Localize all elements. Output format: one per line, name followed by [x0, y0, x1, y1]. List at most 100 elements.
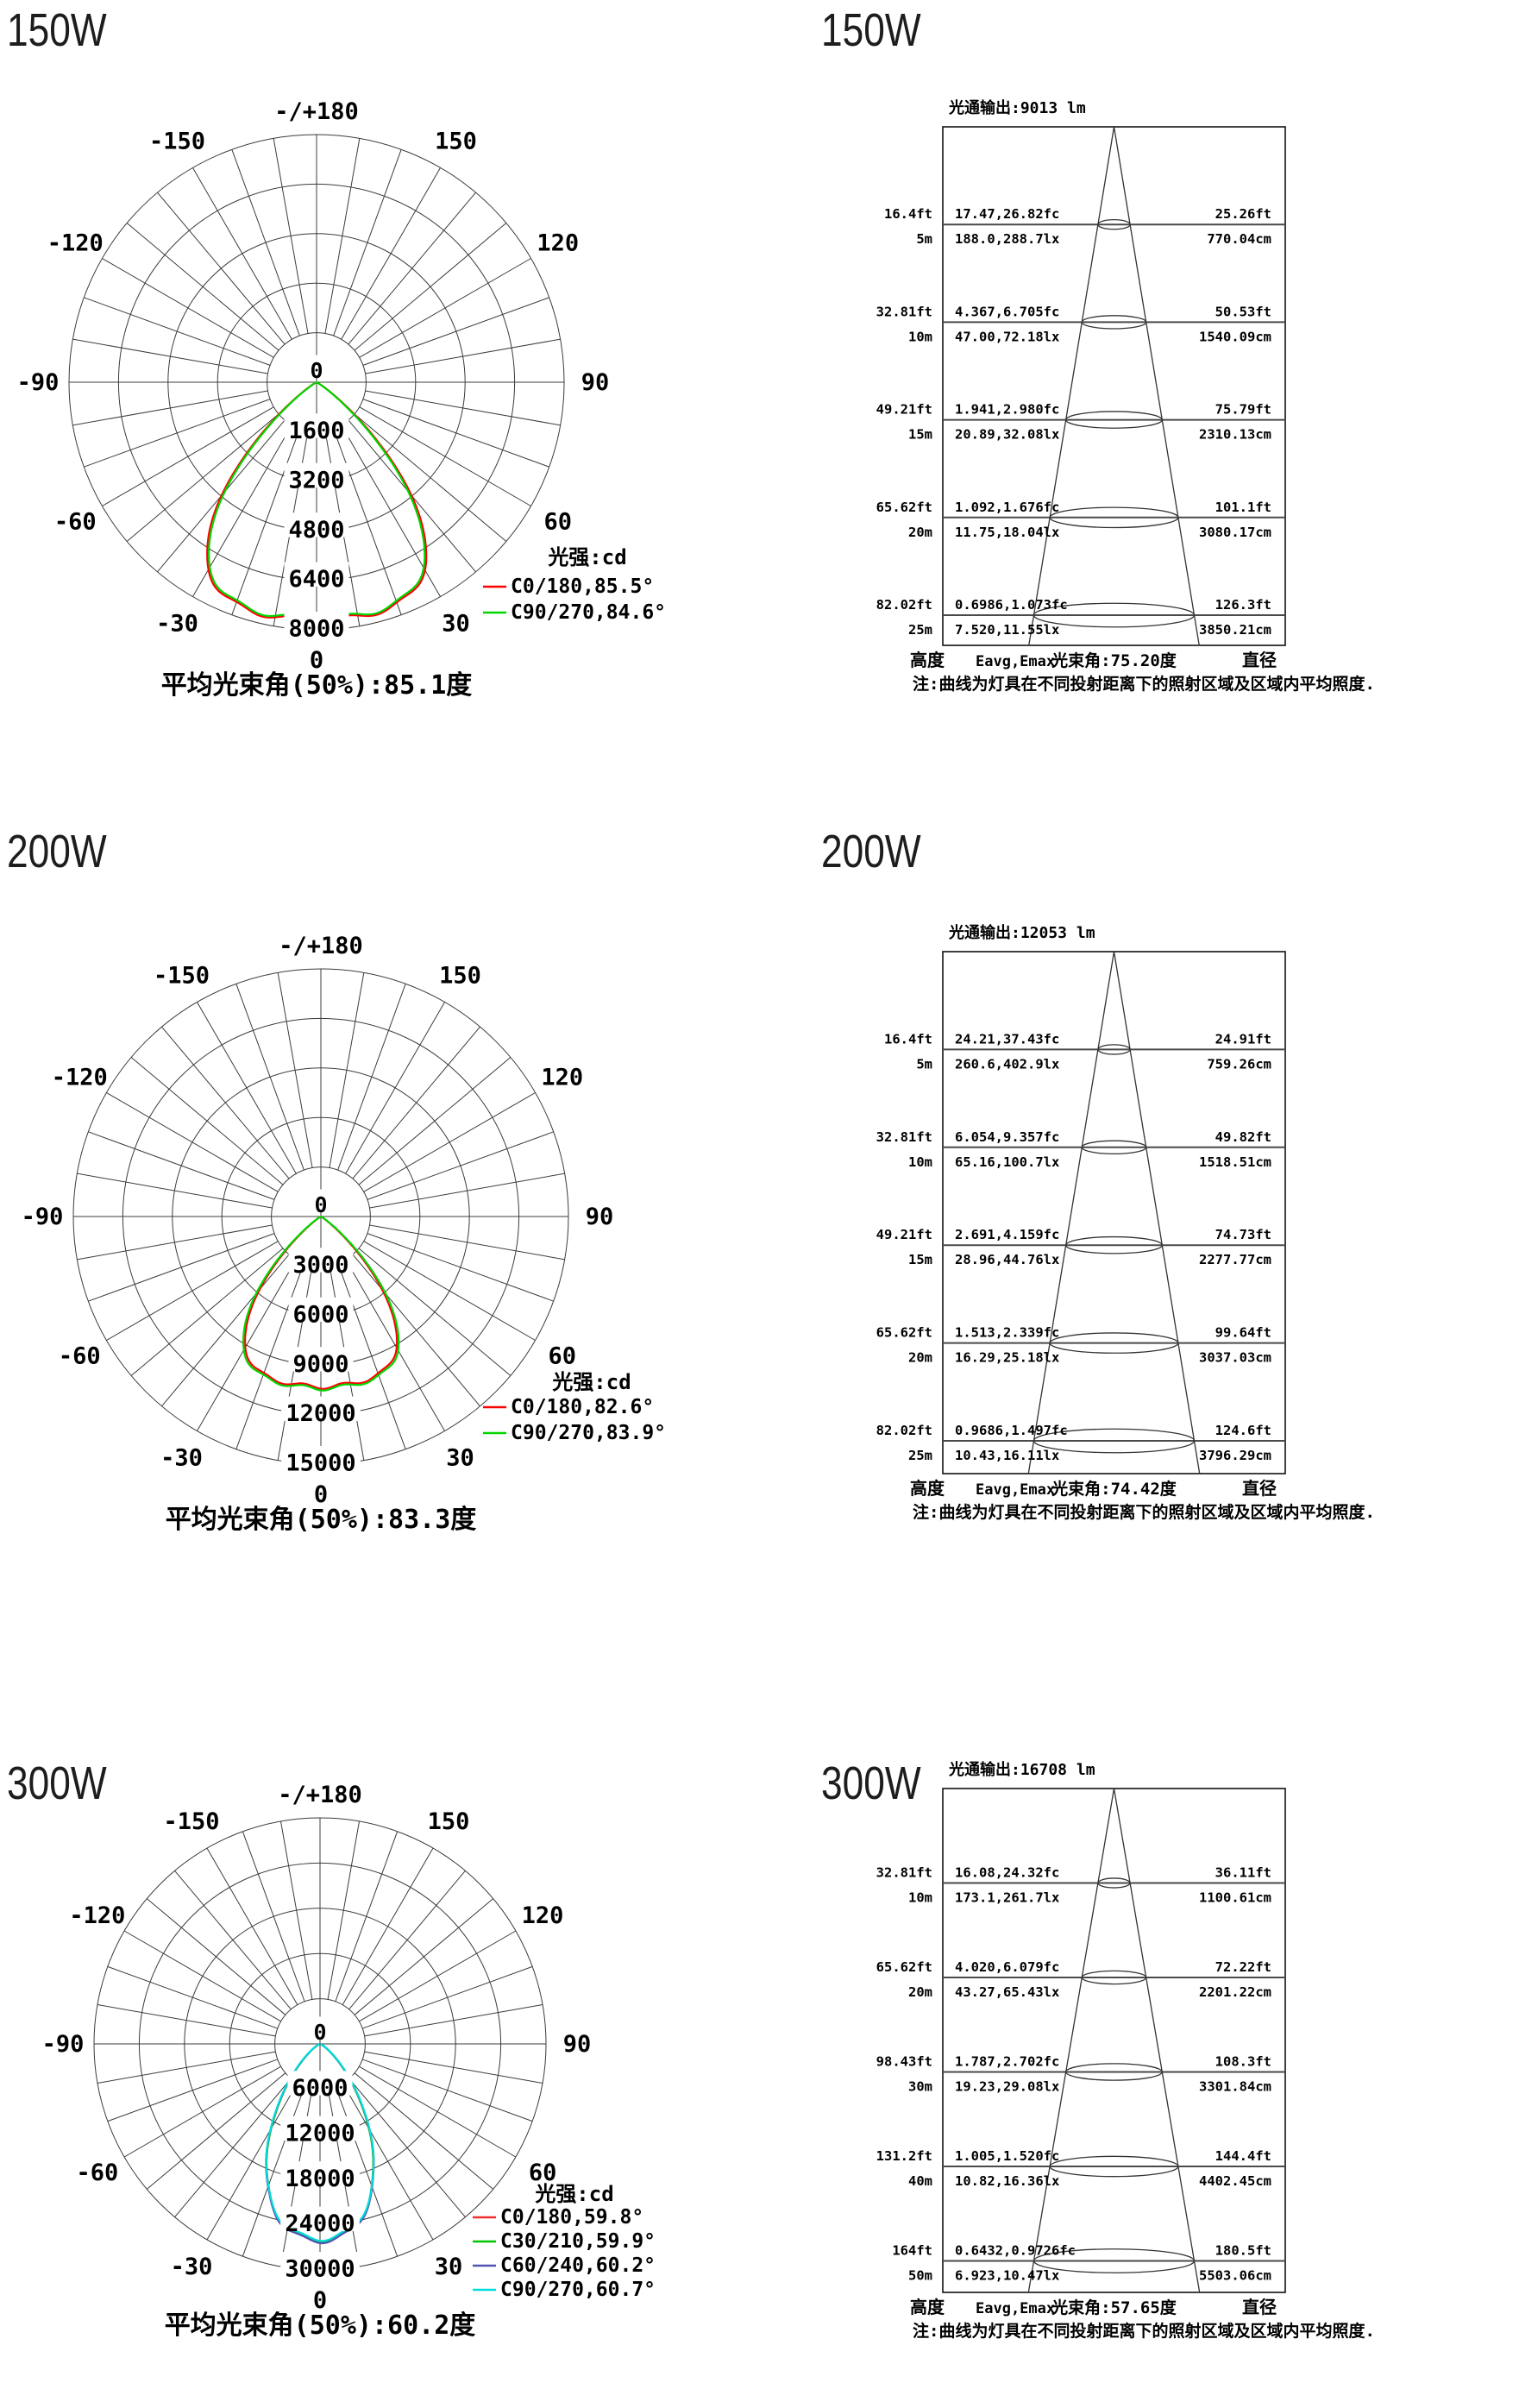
polar-caption: 平均光束角(50%):83.3度	[166, 1505, 477, 1535]
cone-note: 注:曲线为灯具在不同投射距离下的照射区域及区域内平均照度.	[913, 674, 1375, 694]
ring-label-bg	[284, 413, 349, 438]
diameter-cm-value: 2277.77cm	[1199, 1252, 1271, 1267]
polar-spoke	[362, 399, 549, 468]
ring-label-bg	[281, 1445, 361, 1471]
cone-note: 注:曲线为灯具在不同投射距离下的照射区域及区域内平均照度.	[913, 1502, 1375, 1522]
diameter-cm-value: 3037.03cm	[1199, 1350, 1271, 1366]
illuminance-fc-value: 16.08,24.32fc	[955, 1865, 1059, 1881]
polar-spoke	[97, 2051, 276, 2084]
angle-label: -90	[17, 369, 60, 396]
illuminance-lx-value: 20.89,32.08lx	[955, 427, 1059, 443]
polar-spoke	[146, 2072, 286, 2190]
diameter-cm-value: 1100.61cm	[1199, 1890, 1271, 1906]
height-m-label: 20m	[908, 525, 932, 540]
illuminance-lx-value: 10.82,16.36lx	[955, 2173, 1059, 2189]
diameter-ft-value: 24.91ft	[1215, 1031, 1271, 1047]
beam-cone-left-line	[1028, 126, 1115, 646]
height-m-label: 25m	[908, 622, 932, 638]
polar-spoke	[367, 1131, 554, 1200]
illuminance-fc-value: 24.21,37.43fc	[955, 1031, 1059, 1047]
polar-spoke	[354, 413, 507, 542]
polar-spoke	[327, 1820, 360, 2000]
legend-entry: C0/180,85.5°	[511, 575, 654, 598]
section-title-200w-left: 200W	[7, 826, 107, 877]
polar-spoke	[88, 1233, 275, 1302]
polar-spoke	[345, 1002, 445, 1174]
diameter-ft-value: 75.79ft	[1215, 402, 1271, 418]
ring-label-bg	[284, 512, 349, 538]
beam-cone-left-line	[1027, 1788, 1115, 2293]
legend-entry: C30/210,59.9°	[500, 2230, 656, 2253]
ring-label-bg	[310, 2016, 330, 2040]
polar-spoke	[352, 1254, 480, 1407]
illuminance-lx-value: 47.00,72.18lx	[955, 329, 1059, 344]
cone-frame	[942, 126, 1286, 646]
ring-label: 8000	[288, 616, 344, 643]
polar-spoke	[354, 223, 507, 351]
angle-label-bottom: 0	[313, 2287, 327, 2314]
polar-spoke	[102, 258, 274, 358]
beam-cone-left-line	[1027, 951, 1115, 1474]
polar-spoke	[329, 972, 365, 1168]
angle-label: 60	[543, 509, 572, 536]
beam-cone-right-line	[1113, 951, 1201, 1474]
height-ft-label: 131.2ft	[876, 2148, 932, 2164]
height-m-label: 15m	[908, 427, 932, 443]
footer-eavg-emax-label: Eavg,Emax	[976, 2300, 1055, 2317]
polar-spoke	[369, 1224, 565, 1261]
polar-spoke	[77, 1224, 273, 1261]
legend-entry: C0/180,59.8°	[500, 2206, 643, 2229]
polar-spoke	[126, 223, 279, 351]
polar-spoke	[174, 1870, 292, 2010]
illuminance-fc-value: 0.6432,0.9726fc	[955, 2243, 1076, 2259]
angle-labels: -/+180 0 30 -30 60 -60 90 -90 120 -120 150 -150	[17, 98, 610, 674]
polar-spoke	[161, 1254, 290, 1407]
polar-spoke	[354, 1898, 494, 2015]
ring-label-bg	[280, 2161, 360, 2186]
diameter-ft-value: 180.5ft	[1215, 2243, 1271, 2259]
legend-entry: C90/270,60.7°	[500, 2279, 656, 2301]
angle-label-bottom: 0	[314, 1481, 328, 1508]
polar-spoke	[359, 1930, 517, 2022]
intensity-curve	[244, 1216, 399, 1390]
footer-beam-angle-label: 光束角:75.20度	[1051, 651, 1177, 670]
intensity-curve	[265, 2043, 375, 2242]
polar-spoke	[72, 390, 268, 426]
height-ft-label: 16.4ft	[884, 206, 932, 222]
polar-legend: 光强:cdC0/180,59.8°C30/210,59.9°C60/240,60…	[473, 2182, 656, 2301]
ring-label: 0	[313, 2020, 326, 2045]
beam-spread-ellipse	[1065, 2063, 1163, 2081]
angle-label: 150	[439, 962, 481, 989]
polar-spoke	[242, 1831, 305, 2002]
polar-spoke	[130, 1057, 284, 1185]
legend-entry: C0/180,82.6°	[511, 1396, 654, 1418]
angle-label: -60	[54, 509, 97, 536]
angle-label: 90	[563, 2031, 592, 2058]
footer-diameter-label: 直径	[1242, 1478, 1277, 1499]
ring-label-bg	[288, 1347, 354, 1372]
cone-diagram: 光通输出:16708 lm 32.81ft 10m 16.08,24.32fc 173.…	[876, 1760, 1375, 2341]
ring-label-bg	[287, 2071, 353, 2096]
illuminance-fc-value: 2.691,4.159fc	[955, 1227, 1059, 1242]
illuminance-lx-value: 188.0,288.7lx	[955, 231, 1059, 247]
ring-label-bg	[280, 2251, 360, 2277]
ring-label-bg	[284, 611, 349, 637]
angle-label: -30	[171, 2254, 213, 2280]
diameter-ft-value: 72.22ft	[1215, 1959, 1271, 1975]
diameter-cm-value: 2201.22cm	[1199, 1984, 1271, 2000]
ring-label: 12000	[285, 2120, 355, 2147]
flux-output-label: 光通输出:12053 lm	[948, 923, 1095, 942]
ring-label-bg	[306, 355, 327, 378]
ring-label-bg	[311, 1189, 331, 1212]
polar-spoke	[107, 2059, 278, 2122]
polar-spoke	[126, 413, 279, 542]
angle-label: 150	[435, 128, 477, 154]
diameter-ft-value: 126.3ft	[1215, 597, 1271, 613]
polar-spoke	[333, 428, 402, 615]
height-ft-label: 32.81ft	[876, 1865, 932, 1881]
ring-label: 3200	[288, 467, 344, 494]
height-ft-label: 82.02ft	[876, 1423, 932, 1438]
